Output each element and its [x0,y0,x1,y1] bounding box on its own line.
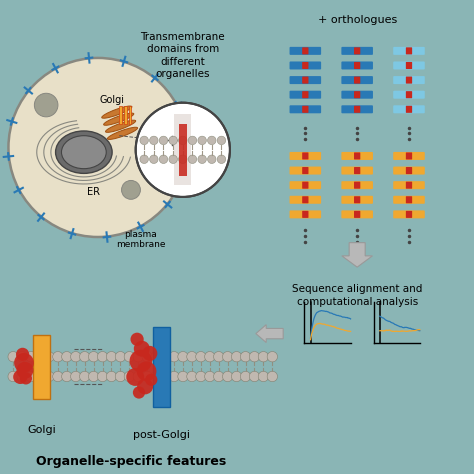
Bar [174,115,191,185]
Circle shape [196,352,206,362]
Circle shape [115,352,126,362]
FancyBboxPatch shape [393,47,425,55]
FancyBboxPatch shape [393,210,425,219]
Circle shape [80,371,90,382]
Circle shape [142,371,153,382]
Bar [128,106,131,124]
FancyBboxPatch shape [290,166,321,174]
Circle shape [133,371,144,382]
Circle shape [62,352,72,362]
FancyBboxPatch shape [341,196,373,204]
FancyBboxPatch shape [393,62,425,70]
Circle shape [187,352,197,362]
Circle shape [17,352,27,362]
FancyBboxPatch shape [354,106,360,113]
Circle shape [169,155,177,164]
Circle shape [129,350,152,372]
Circle shape [217,155,226,164]
Circle shape [97,371,108,382]
FancyBboxPatch shape [393,76,425,84]
Circle shape [249,371,260,382]
FancyBboxPatch shape [341,47,373,55]
Circle shape [169,371,179,382]
Circle shape [137,378,153,394]
Circle shape [159,155,168,164]
Circle shape [130,333,144,346]
Circle shape [169,352,179,362]
Bar [33,335,50,399]
Circle shape [71,371,81,382]
FancyBboxPatch shape [354,211,360,218]
Circle shape [26,371,36,382]
Circle shape [80,352,90,362]
Circle shape [188,155,197,164]
Circle shape [150,155,158,164]
Circle shape [222,352,233,362]
Circle shape [178,352,188,362]
Circle shape [134,341,150,357]
Circle shape [89,371,99,382]
Circle shape [205,352,215,362]
FancyBboxPatch shape [406,211,412,218]
FancyBboxPatch shape [354,47,360,55]
FancyBboxPatch shape [290,152,321,160]
FancyBboxPatch shape [302,47,309,55]
Circle shape [196,371,206,382]
Circle shape [106,352,117,362]
Bar [124,106,127,124]
Circle shape [198,155,206,164]
Ellipse shape [62,136,106,169]
Circle shape [124,371,135,382]
Circle shape [217,136,226,145]
FancyBboxPatch shape [341,210,373,219]
Circle shape [62,371,72,382]
Circle shape [208,155,216,164]
FancyBboxPatch shape [302,182,309,189]
Circle shape [187,371,197,382]
FancyBboxPatch shape [302,167,309,174]
Circle shape [178,371,188,382]
Text: Organelle-specific features: Organelle-specific features [36,455,226,468]
Circle shape [89,352,99,362]
Circle shape [240,371,251,382]
FancyBboxPatch shape [290,47,321,55]
Ellipse shape [108,127,137,139]
FancyBboxPatch shape [302,196,309,203]
FancyBboxPatch shape [354,196,360,203]
Circle shape [17,362,34,379]
FancyBboxPatch shape [406,153,412,159]
FancyBboxPatch shape [290,210,321,219]
Circle shape [133,386,145,399]
FancyBboxPatch shape [341,91,373,99]
Circle shape [249,352,260,362]
Circle shape [166,134,178,146]
FancyBboxPatch shape [302,76,309,83]
Circle shape [142,346,157,361]
Circle shape [240,352,251,362]
Text: Golgi: Golgi [27,426,56,436]
FancyBboxPatch shape [341,152,373,160]
Circle shape [44,352,54,362]
Circle shape [136,103,230,197]
FancyBboxPatch shape [354,153,360,159]
FancyArrow shape [256,325,283,343]
FancyBboxPatch shape [406,196,412,203]
Ellipse shape [106,120,136,132]
Circle shape [106,371,117,382]
FancyBboxPatch shape [354,91,360,98]
Circle shape [142,352,153,362]
Circle shape [258,371,269,382]
FancyBboxPatch shape [302,62,309,69]
Circle shape [53,352,63,362]
Circle shape [35,352,45,362]
Circle shape [121,181,140,199]
Circle shape [71,352,81,362]
Circle shape [115,371,126,382]
Bar [119,106,122,124]
FancyBboxPatch shape [406,106,412,113]
Ellipse shape [102,106,132,118]
Circle shape [267,371,277,382]
Circle shape [8,371,18,382]
Circle shape [213,371,224,382]
